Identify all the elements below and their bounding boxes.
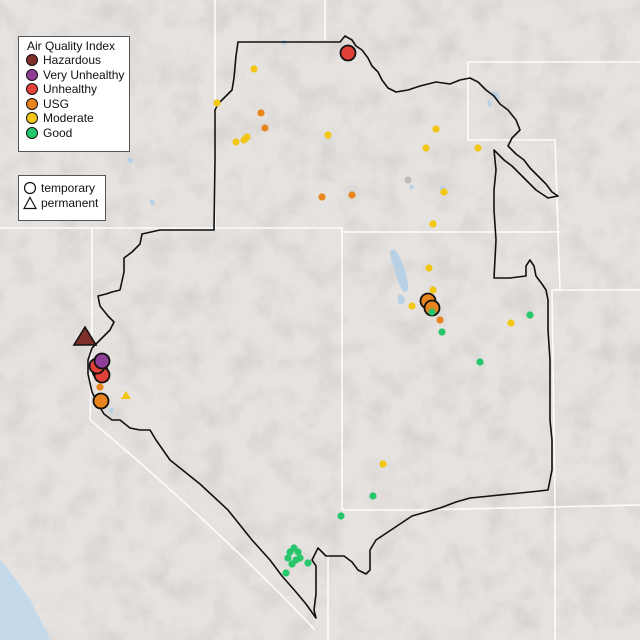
aqi-marker-very-unhealthy <box>93 352 111 370</box>
triangle-icon <box>23 195 37 210</box>
lake <box>398 294 405 305</box>
legend-swatch <box>25 53 39 67</box>
aqi-marker-usg <box>436 316 444 324</box>
state-line <box>467 62 561 506</box>
aqi-marker-good <box>428 308 436 316</box>
legend-item-usg: USG <box>25 97 129 112</box>
aqi-marker-unhealthy <box>339 44 357 62</box>
aqi-marker-moderate <box>429 220 437 228</box>
legend-title: Air Quality Index <box>27 39 116 53</box>
legend-label: Good <box>43 125 73 140</box>
legend-swatch <box>25 126 39 140</box>
aqi-marker-moderate <box>213 99 221 107</box>
aqi-marker-moderate <box>232 138 240 146</box>
lake <box>109 407 114 414</box>
lake <box>127 157 133 164</box>
aqi-marker-usg <box>348 191 356 199</box>
legend-item-moderate: Moderate <box>25 111 129 126</box>
aqi-marker-moderate <box>432 125 440 133</box>
aqi-marker-good <box>288 560 296 568</box>
legend-item-unhealthy: Unhealthy <box>25 82 129 97</box>
legend-label: temporary <box>41 180 96 195</box>
legend-label: permanent <box>41 195 99 210</box>
state-line <box>89 419 316 631</box>
aqi-marker-usg <box>257 109 265 117</box>
aqi-marker-good <box>284 554 292 562</box>
aqi-marker-usg <box>318 193 326 201</box>
aqi-marker-good <box>526 311 534 319</box>
legend-item-very-unhealthy: Very Unhealthy <box>25 68 129 83</box>
aqi-marker-good <box>438 328 446 336</box>
lake <box>409 184 414 190</box>
legend-label: Moderate <box>43 111 94 126</box>
legend-swatch <box>25 97 39 111</box>
aqi-marker-good <box>369 492 377 500</box>
monitor-type-legend: temporary permanent <box>18 175 106 221</box>
aqi-legend: Air Quality Index Hazardous Very Unhealth… <box>18 36 130 152</box>
aqi-marker-usg <box>92 392 110 410</box>
aqi-marker-no-data <box>404 176 412 184</box>
aqi-marker-moderate <box>507 319 515 327</box>
aqi-marker-moderate <box>379 460 387 468</box>
aqi-marker-usg <box>96 383 104 391</box>
legend-label: Very Unhealthy <box>43 67 125 82</box>
legend-swatch <box>25 82 39 96</box>
aqi-marker-moderate <box>408 302 416 310</box>
legend-label: USG <box>43 96 70 111</box>
aqi-marker-permanent-moderate <box>121 391 131 399</box>
lake <box>390 249 409 293</box>
aqi-marker-moderate <box>250 65 258 73</box>
aqi-marker-good <box>282 569 290 577</box>
legend-label: Unhealthy <box>43 82 98 97</box>
aqi-marker-good <box>476 358 484 366</box>
lake <box>491 91 500 100</box>
pacific-ocean <box>0 560 50 640</box>
legend-item-permanent: permanent <box>23 195 105 210</box>
aqi-marker-good <box>337 512 345 520</box>
aqi-marker-moderate <box>440 188 448 196</box>
legend-swatch <box>25 68 39 82</box>
airshed-boundary <box>87 35 559 619</box>
legend-item-hazardous: Hazardous <box>25 53 129 68</box>
aqi-marker-usg <box>261 124 269 132</box>
aqi-marker-moderate <box>324 131 332 139</box>
aqi-marker-permanent-hazardous <box>72 325 98 346</box>
lake <box>149 199 155 206</box>
aqi-marker-moderate <box>422 144 430 152</box>
state-line <box>342 504 640 511</box>
legend-label: Hazardous <box>43 53 102 68</box>
aqi-marker-moderate <box>474 144 482 152</box>
aqi-marker-moderate <box>243 133 251 141</box>
aqi-marker-good <box>304 559 312 567</box>
legend-item-temporary: temporary <box>23 180 105 195</box>
circle-icon <box>23 181 37 195</box>
monitor-layer <box>72 44 534 577</box>
aqi-marker-good <box>294 548 302 556</box>
legend-item-good: Good <box>25 126 129 141</box>
aqi-marker-moderate <box>429 286 437 294</box>
aqi-marker-good <box>286 548 294 556</box>
aqi-marker-moderate <box>425 264 433 272</box>
aqi-marker-good <box>296 554 304 562</box>
lake <box>487 99 492 108</box>
legend-swatch <box>25 111 39 125</box>
